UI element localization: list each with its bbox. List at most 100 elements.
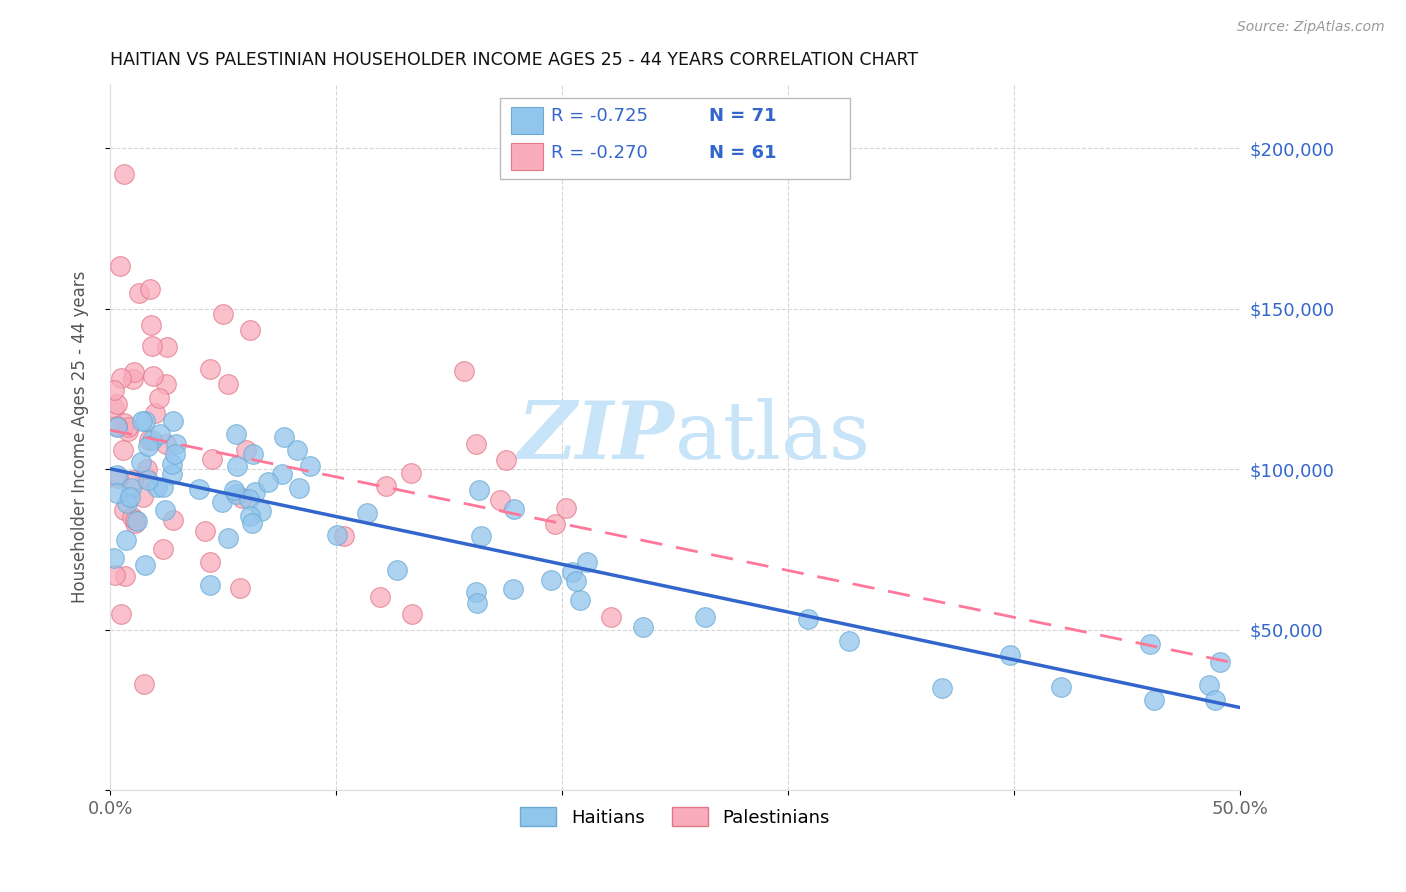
- Point: [470, 528, 492, 542]
- Point: [112, 502, 135, 516]
- Point: [136, 439, 159, 453]
- Point: [136, 462, 159, 476]
- Point: [121, 372, 143, 386]
- Point: [200, 555, 222, 569]
- Text: atlas: atlas: [675, 398, 870, 476]
- Point: [257, 475, 280, 489]
- Point: [155, 340, 177, 354]
- Point: [117, 419, 139, 434]
- Point: [155, 437, 177, 451]
- Point: [1209, 655, 1232, 669]
- Point: [375, 479, 398, 493]
- Point: [599, 610, 621, 624]
- Point: [139, 318, 162, 332]
- Point: [127, 514, 149, 528]
- Point: [194, 524, 217, 538]
- Point: [288, 482, 311, 496]
- Text: N = 71: N = 71: [709, 107, 776, 126]
- Point: [273, 429, 295, 443]
- Point: [285, 442, 308, 457]
- Text: R = -0.270: R = -0.270: [551, 145, 647, 162]
- Point: [225, 426, 247, 441]
- Point: [112, 167, 135, 181]
- Point: [240, 516, 263, 530]
- Point: [163, 447, 186, 461]
- Point: [838, 634, 860, 648]
- Point: [325, 528, 347, 542]
- Point: [225, 487, 247, 501]
- Point: [1204, 693, 1226, 707]
- Point: [103, 401, 125, 415]
- Point: [239, 323, 262, 337]
- Point: [576, 555, 599, 569]
- FancyBboxPatch shape: [512, 144, 543, 170]
- Point: [148, 391, 170, 405]
- Point: [160, 457, 183, 471]
- Point: [356, 506, 378, 520]
- Point: [146, 480, 169, 494]
- Point: [112, 442, 135, 457]
- Point: [134, 414, 156, 428]
- Point: [502, 582, 524, 596]
- Point: [217, 376, 239, 391]
- Point: [103, 383, 125, 397]
- Point: [105, 418, 128, 433]
- Point: [152, 480, 174, 494]
- Point: [134, 469, 156, 483]
- Point: [245, 484, 267, 499]
- Point: [368, 590, 391, 604]
- Point: [401, 607, 423, 622]
- Point: [115, 533, 138, 548]
- Point: [160, 467, 183, 482]
- Point: [270, 467, 292, 482]
- Point: [110, 371, 132, 385]
- Point: [238, 491, 260, 506]
- Point: [998, 648, 1021, 663]
- Point: [134, 558, 156, 572]
- Text: R = -0.725: R = -0.725: [551, 107, 648, 126]
- Point: [231, 491, 253, 505]
- Point: [143, 406, 166, 420]
- Point: [1049, 680, 1071, 694]
- Point: [198, 361, 221, 376]
- Point: [121, 510, 143, 524]
- Point: [114, 568, 136, 582]
- Point: [1198, 678, 1220, 692]
- Point: [162, 414, 184, 428]
- Point: [211, 495, 233, 509]
- Point: [465, 584, 488, 599]
- Point: [118, 490, 141, 504]
- Point: [468, 483, 491, 498]
- Point: [132, 491, 155, 505]
- Point: [141, 339, 163, 353]
- Point: [235, 442, 257, 457]
- Legend: Haitians, Palestinians: Haitians, Palestinians: [513, 800, 837, 834]
- Point: [152, 542, 174, 557]
- Point: [128, 285, 150, 300]
- Point: [1143, 693, 1166, 707]
- Point: [108, 259, 131, 273]
- Point: [121, 474, 143, 488]
- Point: [555, 501, 578, 516]
- Point: [110, 607, 132, 622]
- Point: [540, 574, 562, 588]
- Point: [249, 504, 271, 518]
- Point: [138, 434, 160, 448]
- Point: [201, 452, 224, 467]
- Point: [225, 458, 247, 473]
- Point: [149, 427, 172, 442]
- Point: [565, 574, 588, 588]
- Point: [217, 532, 239, 546]
- Point: [187, 483, 209, 497]
- Point: [931, 681, 953, 695]
- Text: HAITIAN VS PALESTINIAN HOUSEHOLDER INCOME AGES 25 - 44 YEARS CORRELATION CHART: HAITIAN VS PALESTINIAN HOUSEHOLDER INCOM…: [110, 51, 918, 69]
- FancyBboxPatch shape: [512, 107, 543, 134]
- Point: [138, 282, 160, 296]
- Point: [122, 365, 145, 379]
- Point: [136, 473, 159, 487]
- Point: [107, 471, 129, 485]
- Point: [387, 564, 409, 578]
- Point: [489, 492, 512, 507]
- Y-axis label: Householder Income Ages 25 - 44 years: Householder Income Ages 25 - 44 years: [72, 271, 89, 603]
- Point: [633, 620, 655, 634]
